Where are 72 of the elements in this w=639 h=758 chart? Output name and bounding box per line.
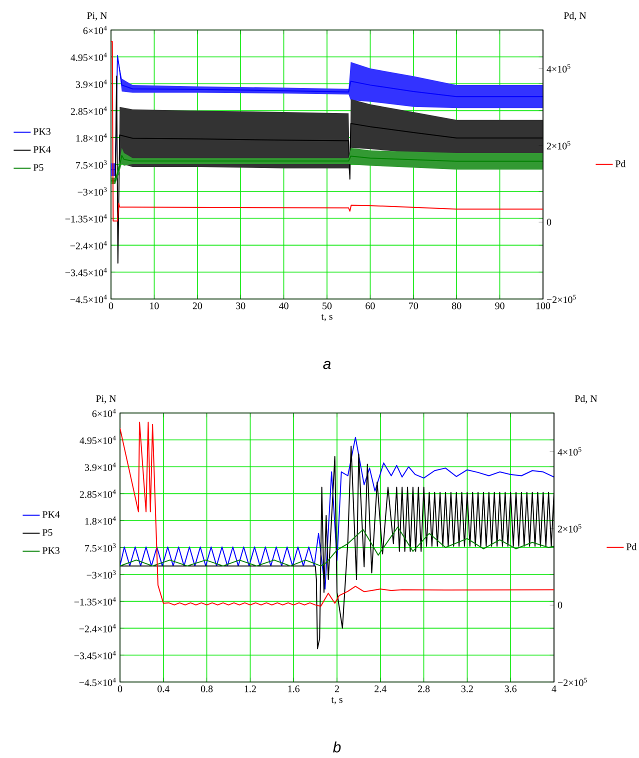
y-tick-label: −3.45×10$^{4}$ [66, 268, 108, 276]
y-tick-label: −3×10$^{3}$ [86, 570, 116, 579]
y2-tick-label: −2×10$^{5}$ [547, 294, 576, 304]
x-tick-label: 70 [409, 302, 418, 310]
legend-label: PK4 [42, 511, 60, 518]
x-tick-label: 0.4 [158, 686, 170, 692]
y-tick-label: 3.9×10$^{4}$ [76, 80, 108, 88]
line-series [120, 526, 554, 566]
text: b [333, 742, 341, 752]
y2-axis-title: Pd, N [575, 395, 598, 404]
x-tick-label: 3.2 [462, 686, 474, 692]
y2-tick-label: 4×10$^{5}$ [546, 64, 570, 73]
y-tick-label: 1.8×10$^{4}$ [76, 133, 108, 142]
y-tick-label: 6×10$^{4}$ [92, 408, 116, 418]
y-axis-title: Pi, N [96, 395, 116, 404]
x-tick-label: 0 [109, 302, 114, 310]
legend-label: PK3 [42, 547, 60, 554]
x-tick-label: 1.6 [288, 686, 300, 692]
y-tick-label: 2.85×10$^{4}$ [71, 106, 108, 115]
x-tick-label: 20 [193, 302, 202, 310]
x-tick-label: 80 [452, 302, 462, 310]
y-tick-label: 4.95×10$^{4}$ [80, 436, 116, 444]
y2-axis-title: Pd, N [564, 12, 586, 20]
x-tick-label: 1.2 [244, 686, 256, 692]
x-tick-label: 2 [335, 686, 340, 692]
y-tick-label: −1.35×10$^{4}$ [66, 214, 108, 222]
y-tick-label: −2.4×10$^{4}$ [70, 241, 108, 250]
legend-label: P5 [42, 529, 52, 536]
y2-tick-label: 0 [558, 602, 562, 608]
x-tick-label: 0 [118, 686, 122, 692]
x-tick-label: 50 [322, 302, 332, 310]
y-tick-label: −3.45×10$^{4}$ [74, 650, 116, 660]
y2-tick-label: 0 [547, 218, 552, 226]
x-tick-label: 2.4 [374, 686, 387, 692]
x-tick-label: 30 [236, 302, 246, 310]
y-tick-label: 6×10$^{4}$ [83, 26, 108, 34]
line-series [120, 422, 554, 607]
y2-tick-label: 4×10$^{5}$ [558, 447, 582, 456]
y-tick-label: 2.85×10$^{4}$ [80, 490, 116, 498]
x-tick-label: 10 [150, 302, 159, 310]
y2-tick-label: −2×10$^{5}$ [558, 678, 588, 686]
x-tick-label: 100 [536, 302, 550, 310]
y-tick-label: 3.9×10$^{4}$ [85, 462, 116, 471]
x-axis-title: t, s [331, 697, 343, 704]
x-tick-label: 0.8 [201, 686, 213, 692]
legend-label: P5 [34, 164, 44, 171]
y-tick-label: −2.4×10$^{4}$ [79, 624, 116, 632]
x-tick-label: 60 [366, 302, 375, 310]
line-series [111, 41, 544, 222]
line-series [120, 436, 554, 590]
legend-label: Pd [626, 543, 637, 550]
y-tick-label: 4.95×10$^{4}$ [70, 52, 108, 62]
y-tick-label: −4.5×10$^{4}$ [79, 678, 116, 686]
y-tick-label: −4.5×10$^{4}$ [70, 294, 108, 304]
x-tick-label: 90 [495, 302, 505, 310]
text: a [323, 360, 331, 370]
x-tick-label: 3.6 [505, 686, 517, 692]
x-tick-label: 40 [279, 302, 289, 310]
y-tick-label: 7.5×10$^{3}$ [76, 160, 107, 169]
y-tick-label: −1.35×10$^{4}$ [74, 597, 116, 606]
y-tick-label: 1.8×10$^{4}$ [85, 516, 116, 525]
y-tick-label: 7.5×10$^{3}$ [85, 543, 116, 552]
y-tick-label: −3×10$^{3}$ [78, 187, 107, 196]
legend-label: PK3 [34, 128, 51, 135]
y2-tick-label: 2×10$^{5}$ [558, 524, 582, 532]
legend-label: Pd [616, 160, 626, 168]
y-axis-title: Pi, N [87, 12, 108, 20]
x-tick-label: 4 [552, 686, 556, 692]
legend-label: PK4 [34, 146, 51, 153]
y2-tick-label: 2×10$^{5}$ [547, 141, 570, 150]
x-tick-label: 2.8 [418, 686, 430, 692]
x-axis-title: t, s [321, 314, 333, 322]
